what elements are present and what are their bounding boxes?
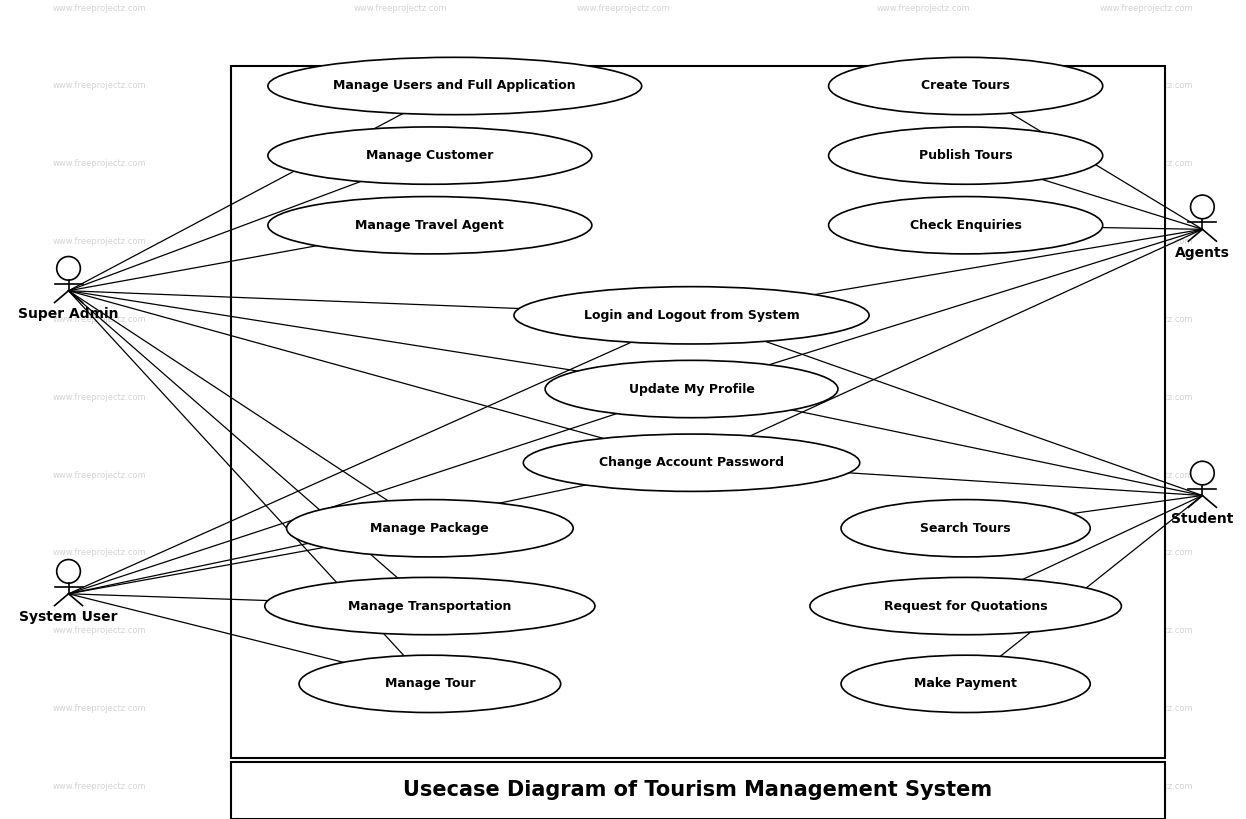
Text: Make Payment: Make Payment bbox=[915, 677, 1017, 690]
Text: Usecase Diagram of Tourism Management System: Usecase Diagram of Tourism Management Sy… bbox=[404, 781, 992, 800]
Text: www.freeprojectz.com: www.freeprojectz.com bbox=[354, 238, 447, 246]
Text: Check Enquiries: Check Enquiries bbox=[910, 219, 1022, 232]
Ellipse shape bbox=[1191, 195, 1214, 219]
Text: www.freeprojectz.com: www.freeprojectz.com bbox=[1099, 471, 1194, 479]
Ellipse shape bbox=[57, 559, 80, 583]
Ellipse shape bbox=[57, 256, 80, 280]
Ellipse shape bbox=[841, 655, 1090, 713]
Text: www.freeprojectz.com: www.freeprojectz.com bbox=[354, 549, 447, 557]
Text: System User: System User bbox=[19, 610, 118, 624]
Ellipse shape bbox=[829, 197, 1103, 254]
Text: www.freeprojectz.com: www.freeprojectz.com bbox=[1099, 782, 1194, 790]
Text: www.freeprojectz.com: www.freeprojectz.com bbox=[354, 471, 447, 479]
Ellipse shape bbox=[515, 287, 870, 344]
Text: www.freeprojectz.com: www.freeprojectz.com bbox=[877, 471, 971, 479]
Text: Search Tours: Search Tours bbox=[921, 522, 1011, 535]
Ellipse shape bbox=[829, 127, 1103, 184]
Text: www.freeprojectz.com: www.freeprojectz.com bbox=[52, 315, 147, 324]
Text: www.freeprojectz.com: www.freeprojectz.com bbox=[52, 627, 147, 635]
Text: www.freeprojectz.com: www.freeprojectz.com bbox=[576, 82, 670, 90]
Text: www.freeprojectz.com: www.freeprojectz.com bbox=[52, 549, 147, 557]
Text: www.freeprojectz.com: www.freeprojectz.com bbox=[52, 4, 147, 12]
Text: www.freeprojectz.com: www.freeprojectz.com bbox=[877, 160, 971, 168]
Ellipse shape bbox=[1191, 461, 1214, 485]
Text: www.freeprojectz.com: www.freeprojectz.com bbox=[52, 471, 147, 479]
Text: www.freeprojectz.com: www.freeprojectz.com bbox=[52, 393, 147, 401]
Text: www.freeprojectz.com: www.freeprojectz.com bbox=[576, 471, 670, 479]
Text: www.freeprojectz.com: www.freeprojectz.com bbox=[52, 82, 147, 90]
Ellipse shape bbox=[268, 127, 592, 184]
Ellipse shape bbox=[268, 57, 642, 115]
Text: Manage Users and Full Application: Manage Users and Full Application bbox=[334, 79, 576, 93]
Text: www.freeprojectz.com: www.freeprojectz.com bbox=[354, 82, 447, 90]
Text: www.freeprojectz.com: www.freeprojectz.com bbox=[576, 238, 670, 246]
Text: www.freeprojectz.com: www.freeprojectz.com bbox=[354, 160, 447, 168]
Text: www.freeprojectz.com: www.freeprojectz.com bbox=[877, 704, 971, 713]
Text: www.freeprojectz.com: www.freeprojectz.com bbox=[576, 393, 670, 401]
Text: Change Account Password: Change Account Password bbox=[599, 456, 784, 469]
Text: www.freeprojectz.com: www.freeprojectz.com bbox=[354, 627, 447, 635]
Text: www.freeprojectz.com: www.freeprojectz.com bbox=[1099, 393, 1194, 401]
Text: www.freeprojectz.com: www.freeprojectz.com bbox=[877, 315, 971, 324]
Text: www.freeprojectz.com: www.freeprojectz.com bbox=[1099, 82, 1194, 90]
Text: www.freeprojectz.com: www.freeprojectz.com bbox=[1099, 4, 1194, 12]
Text: Agents: Agents bbox=[1175, 246, 1230, 260]
Text: www.freeprojectz.com: www.freeprojectz.com bbox=[576, 160, 670, 168]
Text: www.freeprojectz.com: www.freeprojectz.com bbox=[877, 238, 971, 246]
Bar bbox=[231, 66, 1165, 758]
Ellipse shape bbox=[841, 500, 1090, 557]
Text: Update My Profile: Update My Profile bbox=[628, 382, 755, 396]
Text: www.freeprojectz.com: www.freeprojectz.com bbox=[354, 315, 447, 324]
Text: Publish Tours: Publish Tours bbox=[918, 149, 1013, 162]
Text: Request for Quotations: Request for Quotations bbox=[883, 600, 1048, 613]
Text: www.freeprojectz.com: www.freeprojectz.com bbox=[354, 393, 447, 401]
Text: www.freeprojectz.com: www.freeprojectz.com bbox=[877, 627, 971, 635]
Text: www.freeprojectz.com: www.freeprojectz.com bbox=[576, 627, 670, 635]
Text: www.freeprojectz.com: www.freeprojectz.com bbox=[576, 549, 670, 557]
Text: www.freeprojectz.com: www.freeprojectz.com bbox=[576, 315, 670, 324]
Ellipse shape bbox=[546, 360, 837, 418]
Text: www.freeprojectz.com: www.freeprojectz.com bbox=[877, 549, 971, 557]
Text: www.freeprojectz.com: www.freeprojectz.com bbox=[1099, 160, 1194, 168]
Ellipse shape bbox=[523, 434, 860, 491]
Text: www.freeprojectz.com: www.freeprojectz.com bbox=[1099, 627, 1194, 635]
Text: www.freeprojectz.com: www.freeprojectz.com bbox=[354, 704, 447, 713]
Ellipse shape bbox=[299, 655, 561, 713]
Text: Manage Customer: Manage Customer bbox=[366, 149, 493, 162]
Text: Manage Package: Manage Package bbox=[370, 522, 490, 535]
Text: www.freeprojectz.com: www.freeprojectz.com bbox=[52, 782, 147, 790]
Text: www.freeprojectz.com: www.freeprojectz.com bbox=[52, 160, 147, 168]
Ellipse shape bbox=[264, 577, 594, 635]
Text: www.freeprojectz.com: www.freeprojectz.com bbox=[354, 4, 447, 12]
Text: www.freeprojectz.com: www.freeprojectz.com bbox=[877, 4, 971, 12]
Text: www.freeprojectz.com: www.freeprojectz.com bbox=[576, 704, 670, 713]
Text: Login and Logout from System: Login and Logout from System bbox=[583, 309, 800, 322]
Ellipse shape bbox=[287, 500, 573, 557]
Text: www.freeprojectz.com: www.freeprojectz.com bbox=[1099, 549, 1194, 557]
Text: www.freeprojectz.com: www.freeprojectz.com bbox=[52, 238, 147, 246]
Text: Create Tours: Create Tours bbox=[921, 79, 1011, 93]
Text: www.freeprojectz.com: www.freeprojectz.com bbox=[52, 704, 147, 713]
Text: Super Admin: Super Admin bbox=[19, 307, 118, 321]
Text: Manage Travel Agent: Manage Travel Agent bbox=[355, 219, 505, 232]
Text: www.freeprojectz.com: www.freeprojectz.com bbox=[1099, 315, 1194, 324]
Text: Manage Transportation: Manage Transportation bbox=[348, 600, 512, 613]
Text: www.freeprojectz.com: www.freeprojectz.com bbox=[576, 782, 670, 790]
Text: www.freeprojectz.com: www.freeprojectz.com bbox=[576, 4, 670, 12]
Bar bbox=[231, 762, 1165, 819]
Ellipse shape bbox=[268, 197, 592, 254]
Text: www.freeprojectz.com: www.freeprojectz.com bbox=[877, 82, 971, 90]
Text: Student: Student bbox=[1171, 512, 1234, 526]
Text: www.freeprojectz.com: www.freeprojectz.com bbox=[877, 782, 971, 790]
Text: www.freeprojectz.com: www.freeprojectz.com bbox=[877, 393, 971, 401]
Text: www.freeprojectz.com: www.freeprojectz.com bbox=[354, 782, 447, 790]
Ellipse shape bbox=[810, 577, 1121, 635]
Text: www.freeprojectz.com: www.freeprojectz.com bbox=[1099, 704, 1194, 713]
Text: www.freeprojectz.com: www.freeprojectz.com bbox=[1099, 238, 1194, 246]
Text: Manage Tour: Manage Tour bbox=[385, 677, 475, 690]
Ellipse shape bbox=[829, 57, 1103, 115]
